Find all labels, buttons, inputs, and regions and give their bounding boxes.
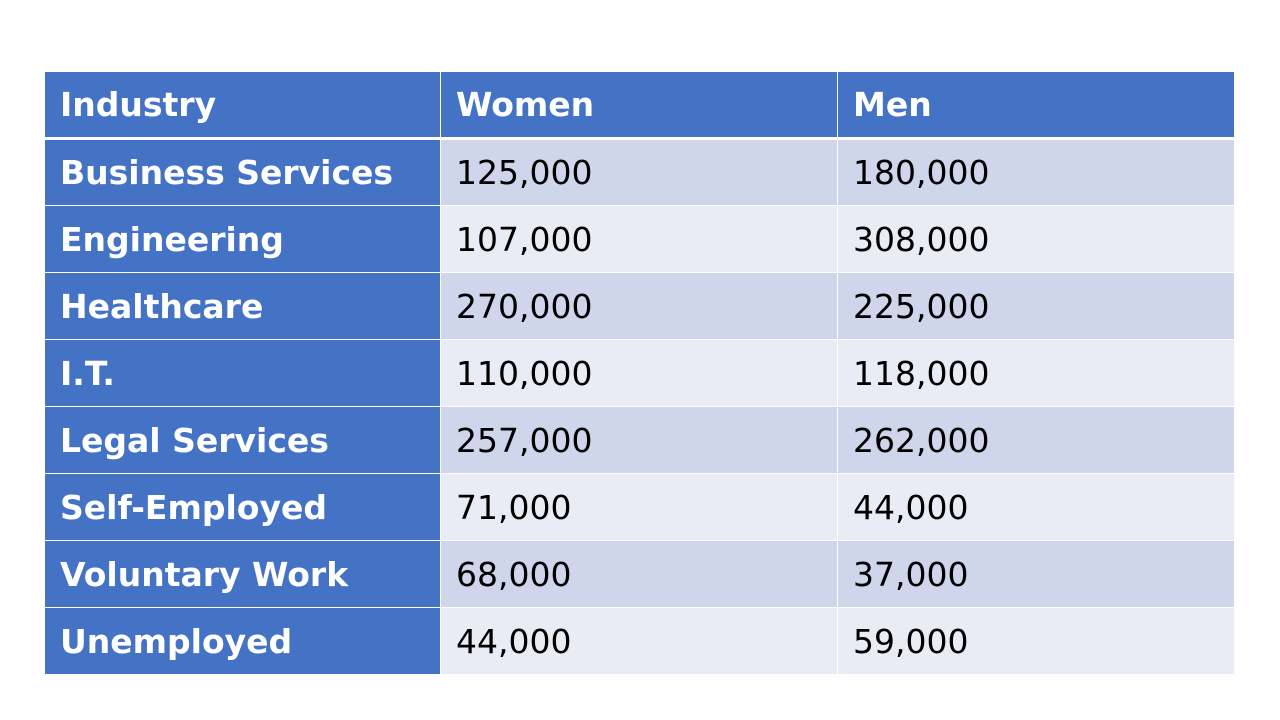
- table-row: Business Services 125,000 180,000: [44, 138, 1235, 206]
- industry-cell: Unemployed: [44, 607, 441, 675]
- industry-cell: Legal Services: [44, 406, 441, 474]
- women-value-cell: 110,000: [440, 339, 838, 407]
- women-value-cell: 257,000: [440, 406, 838, 474]
- women-value-cell: 44,000: [440, 607, 838, 675]
- industry-cell: Engineering: [44, 205, 441, 273]
- men-value-cell: 37,000: [837, 540, 1235, 608]
- women-value-cell: 68,000: [440, 540, 838, 608]
- table-row: I.T. 110,000 118,000: [44, 339, 1235, 407]
- men-value-cell: 308,000: [837, 205, 1235, 273]
- women-value-cell: 270,000: [440, 272, 838, 340]
- men-value-cell: 180,000: [837, 138, 1235, 206]
- men-value-cell: 118,000: [837, 339, 1235, 407]
- men-value-cell: 262,000: [837, 406, 1235, 474]
- table-row: Self-Employed 71,000 44,000: [44, 473, 1235, 541]
- table-row: Healthcare 270,000 225,000: [44, 272, 1235, 340]
- industry-cell: I.T.: [44, 339, 441, 407]
- table-header: Industry Women Men: [44, 71, 1235, 140]
- table-row: Voluntary Work 68,000 37,000: [44, 540, 1235, 608]
- table-body: Business Services 125,000 180,000 Engineeri…: [44, 138, 1235, 675]
- header-row: Industry Women Men: [44, 71, 1235, 140]
- women-value-cell: 125,000: [440, 138, 838, 206]
- column-header-men: Men: [837, 71, 1235, 140]
- column-header-industry: Industry: [44, 71, 441, 140]
- women-value-cell: 107,000: [440, 205, 838, 273]
- men-value-cell: 225,000: [837, 272, 1235, 340]
- table-row: Engineering 107,000 308,000: [44, 205, 1235, 273]
- industry-cell: Self-Employed: [44, 473, 441, 541]
- men-value-cell: 59,000: [837, 607, 1235, 675]
- table-row: Unemployed 44,000 59,000: [44, 607, 1235, 675]
- industry-cell: Business Services: [44, 138, 441, 206]
- men-value-cell: 44,000: [837, 473, 1235, 541]
- industry-table: Industry Women Men Business Services 125,…: [44, 71, 1235, 675]
- column-header-women: Women: [440, 71, 838, 140]
- industry-cell: Healthcare: [44, 272, 441, 340]
- industry-cell: Voluntary Work: [44, 540, 441, 608]
- table-row: Legal Services 257,000 262,000: [44, 406, 1235, 474]
- women-value-cell: 71,000: [440, 473, 838, 541]
